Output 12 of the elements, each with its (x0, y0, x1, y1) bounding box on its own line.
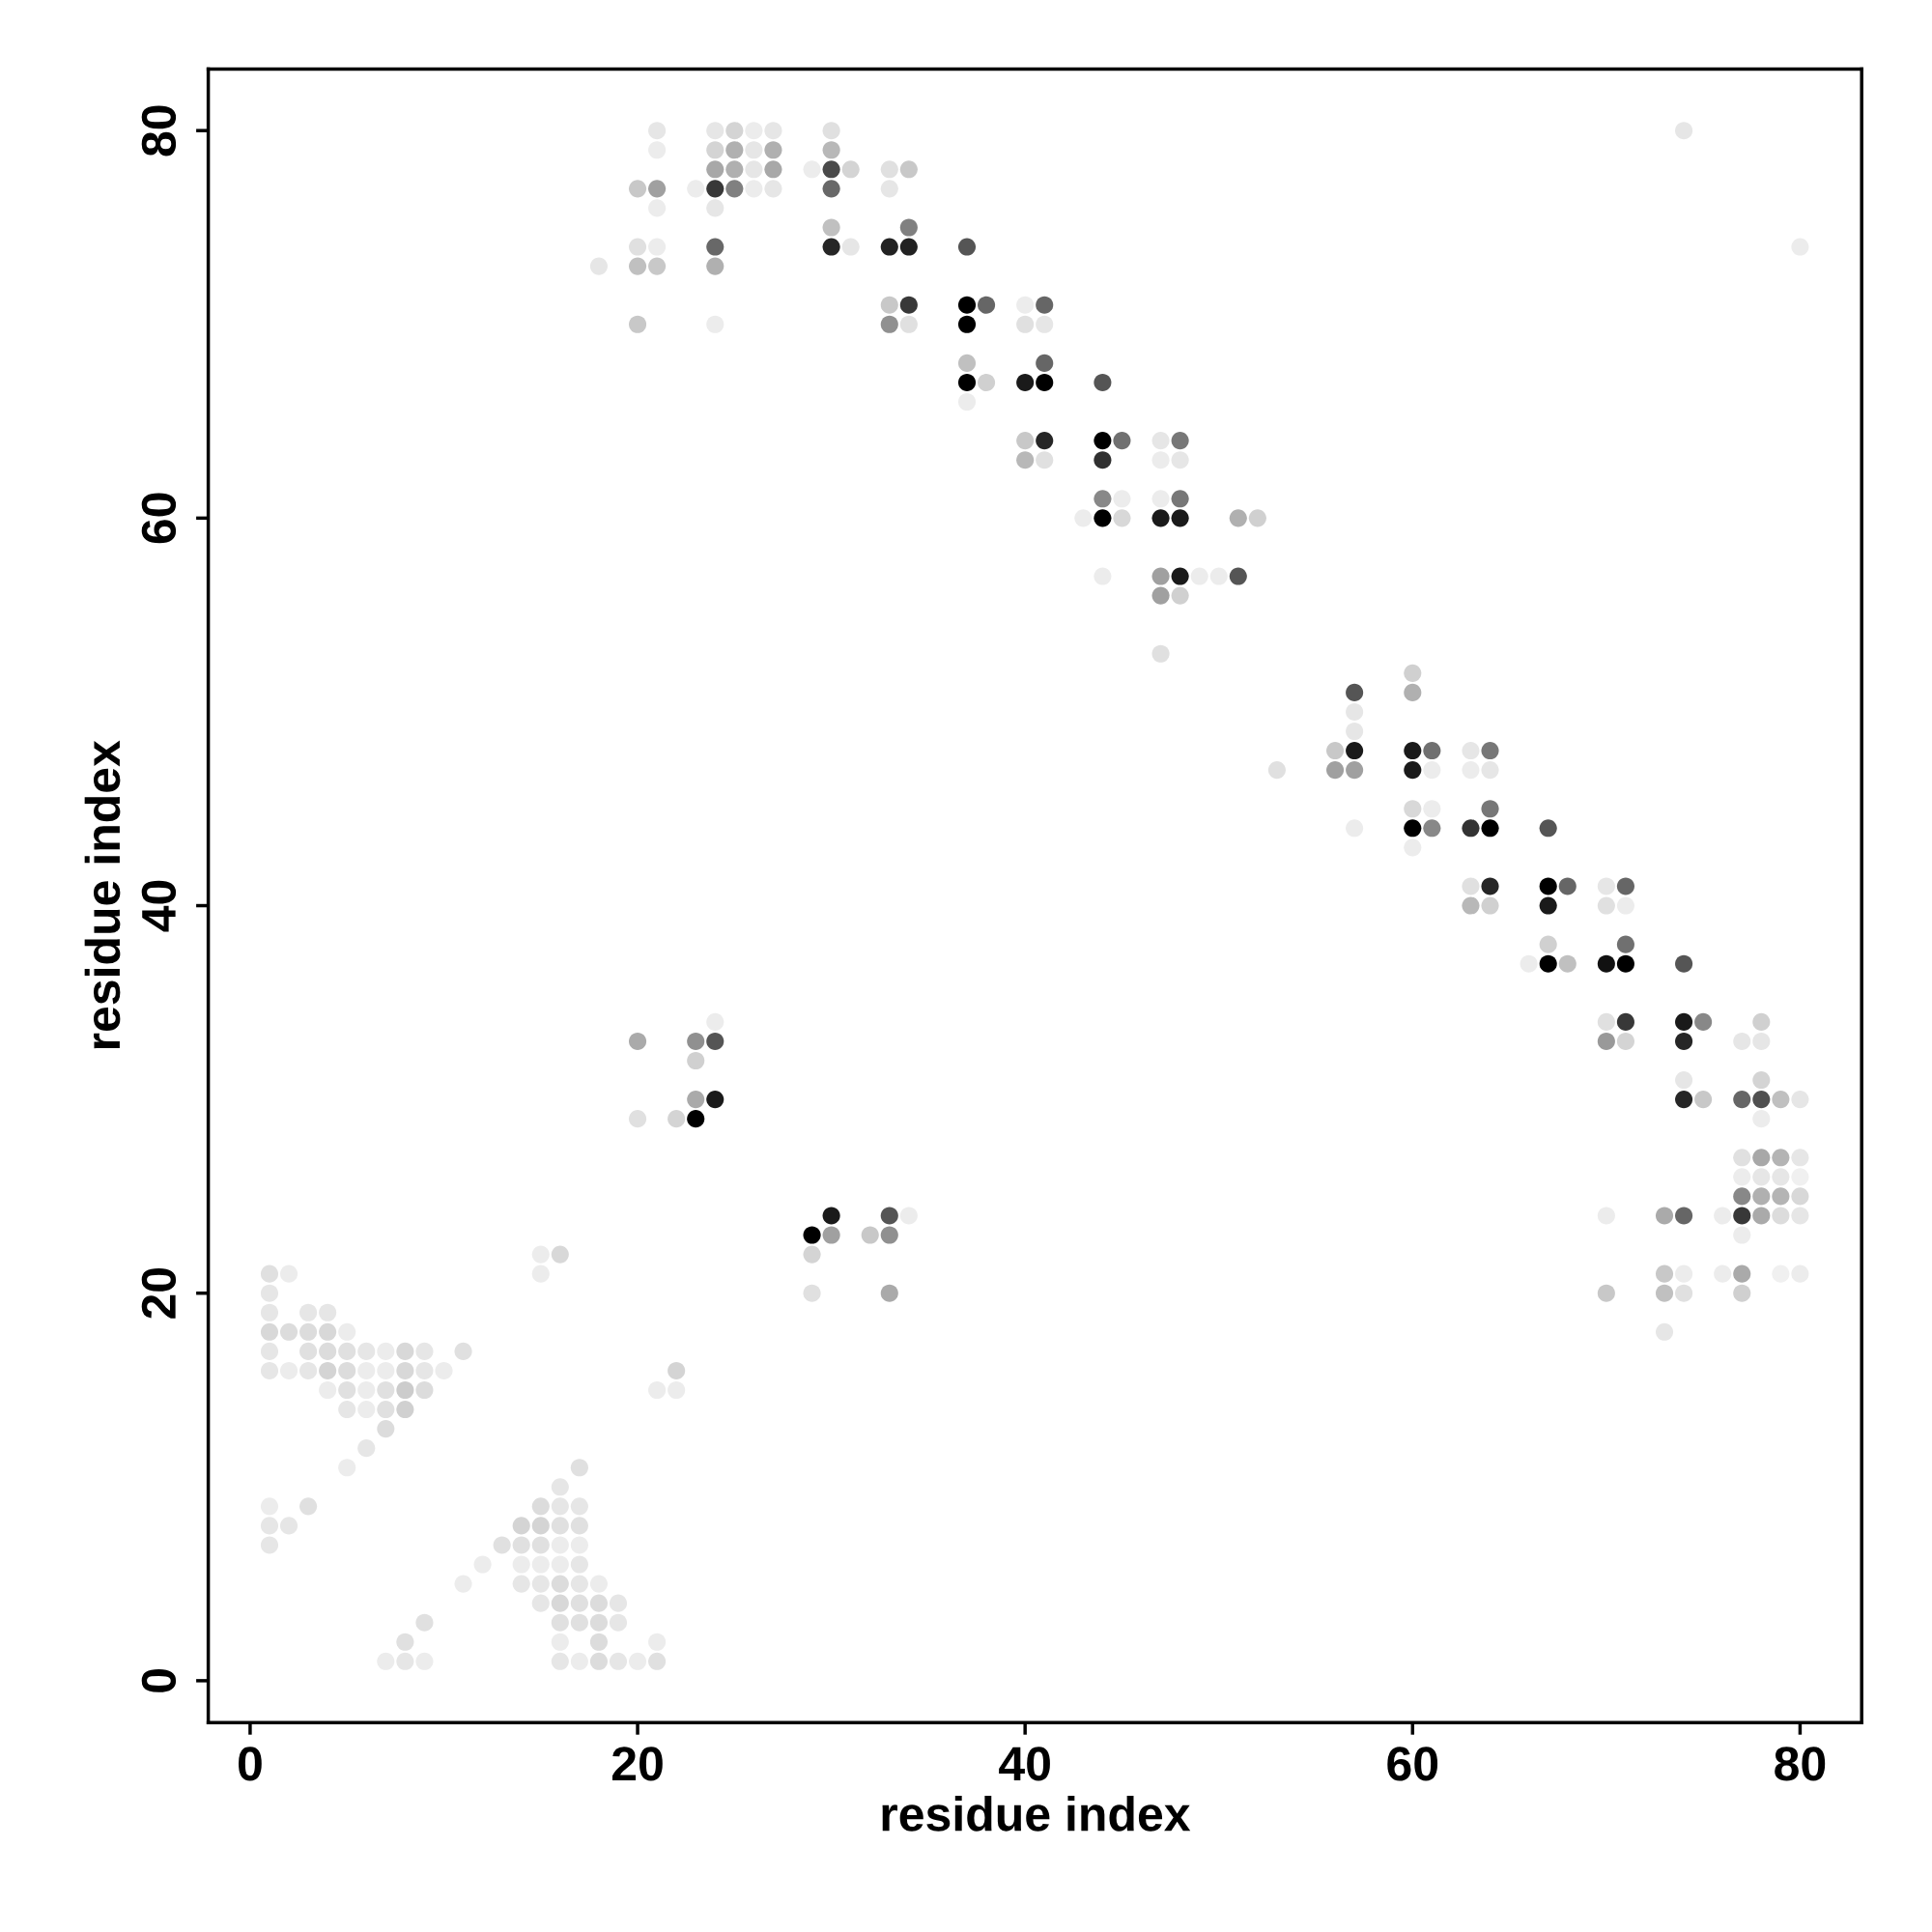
y-tick-label: 20 (141, 1267, 177, 1319)
y-tick-label: 60 (141, 493, 177, 544)
x-axis-title: residue index (882, 1795, 1191, 1832)
x-tick-label: 80 (1775, 1747, 1826, 1781)
x-tick-label: 20 (611, 1747, 663, 1781)
y-tick-label: 0 (141, 1669, 177, 1692)
y-tick-label: 80 (141, 105, 177, 156)
x-tick-label: 60 (1387, 1747, 1438, 1781)
y-tick-label: 40 (141, 880, 177, 932)
x-tick-label: 40 (999, 1747, 1050, 1781)
x-tick-label: 0 (239, 1747, 262, 1781)
y-axis-title: residue index (84, 740, 121, 1049)
